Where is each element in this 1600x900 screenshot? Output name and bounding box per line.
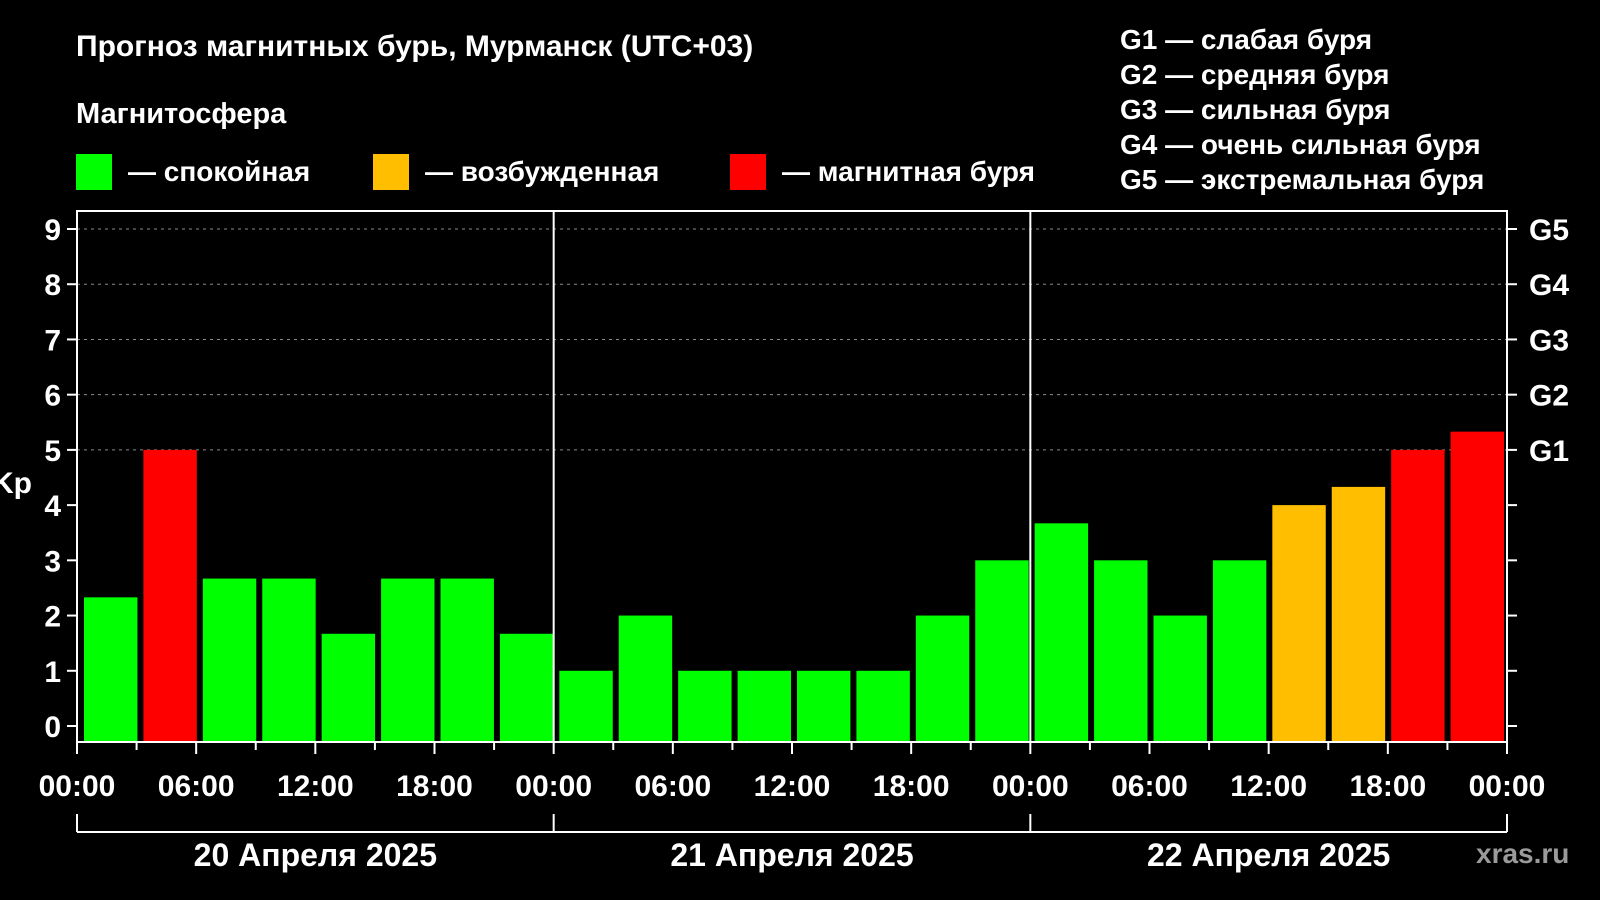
watermark: xras.ru [1476, 838, 1570, 869]
g-tick-label: G1 [1529, 435, 1569, 468]
x-tick-label: 00:00 [39, 770, 116, 803]
x-tick-label: 18:00 [873, 770, 950, 803]
legend-active-label: — возбужденная [425, 156, 660, 187]
magnetosphere-label: Магнитосфера [76, 98, 287, 130]
day-label: 20 Апреля 2025 [194, 837, 437, 873]
bar [321, 633, 376, 742]
bar [1212, 560, 1267, 742]
x-tick-label: 00:00 [1469, 770, 1546, 803]
day-label: 22 Апреля 2025 [1147, 837, 1390, 873]
legend-quiet-label: — спокойная [128, 156, 311, 187]
g-legend-g1: G1 — слабая буря [1120, 24, 1373, 55]
g-scale-legend: G1 — слабая буря G2 — средняя буря G3 — … [1120, 22, 1484, 197]
bar [1391, 449, 1445, 742]
legend-storm-label: — магнитная буря [782, 156, 1035, 187]
legend-quiet-swatch [76, 154, 112, 190]
bar [975, 560, 1029, 742]
bar [797, 670, 851, 742]
y-tick-label: 2 [44, 601, 61, 634]
g-tick-label: G2 [1529, 380, 1569, 413]
bar [84, 597, 138, 742]
g-legend-g2: G2 — средняя буря [1120, 59, 1390, 90]
bar [1331, 486, 1386, 742]
bar [1094, 560, 1148, 742]
x-tick-label: 12:00 [1230, 770, 1307, 803]
y-tick-label: 1 [44, 656, 61, 689]
bar [678, 670, 732, 742]
x-tick-label: 06:00 [634, 770, 711, 803]
y-tick-label: 5 [44, 435, 61, 468]
y-tick-label: 8 [44, 269, 61, 302]
y-tick-label: 9 [44, 214, 61, 247]
bar [262, 578, 316, 742]
bar [499, 633, 554, 742]
bar [1153, 615, 1207, 742]
legend-storm: — магнитная буря [730, 152, 1035, 192]
g-legend-g5: G5 — экстремальная буря [1120, 164, 1485, 195]
x-tick-label: 00:00 [515, 770, 592, 803]
bar [381, 578, 435, 742]
bar [1450, 431, 1504, 742]
g-tick-label: G3 [1529, 324, 1569, 357]
x-tick-label: 18:00 [396, 770, 473, 803]
legend-quiet: — спокойная [76, 152, 310, 192]
g-legend-g4: G4 — очень сильная буря [1120, 129, 1481, 160]
x-tick-label: 12:00 [754, 770, 831, 803]
bar [737, 670, 791, 742]
y-tick-label: 7 [44, 324, 61, 357]
x-tick-label: 06:00 [1111, 770, 1188, 803]
bar [202, 578, 257, 742]
y-tick-label: 0 [44, 711, 61, 744]
bar [559, 670, 613, 742]
legend-active-swatch [373, 154, 409, 190]
y-tick-label: 3 [44, 545, 61, 578]
y-tick-label: 4 [44, 490, 61, 523]
bar [1272, 505, 1326, 742]
y-tick-label: 6 [44, 380, 61, 413]
x-tick-label: 18:00 [1349, 770, 1426, 803]
g-legend-g3: G3 — сильная буря [1120, 94, 1391, 125]
bar [915, 615, 970, 742]
bar [1034, 523, 1089, 742]
x-tick-label: 00:00 [992, 770, 1069, 803]
bar [143, 449, 197, 742]
bar [440, 578, 494, 742]
legend-active: — возбужденная [373, 152, 659, 192]
bar [856, 670, 910, 742]
g-tick-label: G4 [1529, 269, 1569, 302]
bar [618, 615, 673, 742]
y-axis-label: Kp [0, 467, 32, 500]
chart-title: Прогноз магнитных бурь, Мурманск (UTC+03… [76, 30, 754, 63]
x-tick-label: 12:00 [277, 770, 354, 803]
day-label: 21 Апреля 2025 [670, 837, 913, 873]
g-tick-label: G5 [1529, 214, 1569, 247]
x-tick-label: 06:00 [158, 770, 235, 803]
legend-storm-swatch [730, 154, 766, 190]
